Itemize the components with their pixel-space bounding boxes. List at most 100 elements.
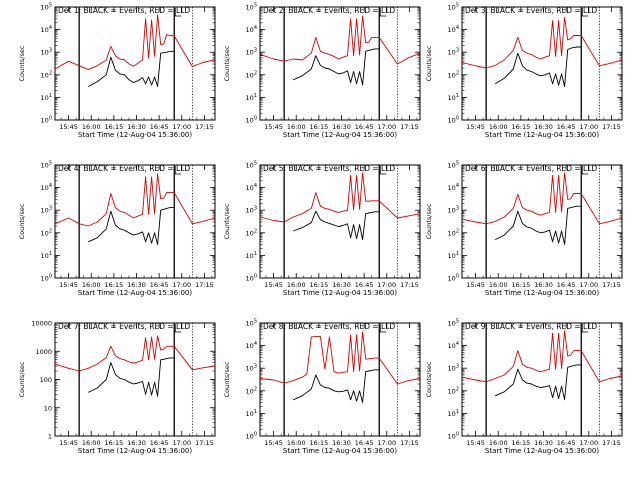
y-tick-label-3: 103 <box>448 48 459 57</box>
x-tick-label-0: 15:45 <box>264 281 283 289</box>
y-tick-label-5: 105 <box>41 3 52 12</box>
x-tick-label-1: 16:00 <box>82 123 101 131</box>
chart-panel-6: 100 101 102 103 104 105 15:45 16:00 16:15 16:30 16… <box>425 161 623 297</box>
lld-series-line-0 <box>461 330 623 383</box>
y-tick-label-3: 103 <box>448 206 459 215</box>
x-tick-label-1: 16:00 <box>287 281 306 289</box>
x-tick-label-6: 17:15 <box>400 439 419 447</box>
events-series-line-0 <box>293 210 380 241</box>
y-tick-label-4: 104 <box>41 183 52 192</box>
y-axis-label: Counts/sec <box>425 361 433 397</box>
x-tick-label-6: 17:15 <box>195 281 214 289</box>
plot-frame <box>259 322 421 437</box>
y-tick-label-4: 104 <box>41 25 52 34</box>
y-tick-label-4: 104 <box>448 25 459 34</box>
plot-frame <box>54 164 216 279</box>
x-tick-label-1: 16:00 <box>287 123 306 131</box>
events-series-line-0 <box>293 369 380 404</box>
plot-frame <box>461 322 623 437</box>
events-series-line-1 <box>88 357 175 397</box>
x-tick-label-0: 15:45 <box>264 123 283 131</box>
x-tick-label-6: 17:15 <box>602 439 621 447</box>
y-tick-label-3: 103 <box>246 48 257 57</box>
interval-bracket <box>581 324 589 333</box>
x-tick-label-3: 16:30 <box>127 439 146 447</box>
y-tick-label-2: 102 <box>246 386 257 395</box>
y-tick-label-2: 102 <box>448 386 459 395</box>
chart-title: Det 3: BLACK = Events, RED = LLD <box>465 6 597 15</box>
x-tick-label-5: 17:00 <box>172 123 191 131</box>
y-tick-label-0: 1 <box>48 433 52 441</box>
y-axis-label: Counts/sec <box>18 361 26 397</box>
x-tick-label-3: 16:30 <box>332 281 351 289</box>
x-tick-label-0: 15:45 <box>59 123 78 131</box>
interval-bracket <box>581 166 589 175</box>
y-tick-label-1: 101 <box>41 93 52 102</box>
x-tick-label-4: 16:45 <box>355 439 374 447</box>
chart-panel-3: 100 101 102 103 104 105 15:45 16:00 16:15 16:30 16… <box>425 3 623 139</box>
y-tick-label-1: 101 <box>246 251 257 260</box>
y-tick-label-1: 101 <box>448 409 459 418</box>
events-series-line-0 <box>293 48 380 86</box>
x-tick-label-5: 17:00 <box>579 439 598 447</box>
x-tick-label-2: 16:15 <box>512 281 531 289</box>
chart-title: Det 9: BLACK = Events, RED = LLD <box>465 322 597 331</box>
y-tick-label-2: 100 <box>40 376 52 384</box>
y-tick-label-0: 100 <box>246 116 257 125</box>
x-tick-label-3: 16:30 <box>534 439 553 447</box>
x-tick-label-1: 16:00 <box>82 439 101 447</box>
y-tick-label-5: 105 <box>448 161 459 170</box>
y-tick-label-3: 103 <box>41 48 52 57</box>
lld-series-line-0 <box>54 14 216 71</box>
x-tick-label-3: 16:30 <box>534 281 553 289</box>
x-tick-label-6: 17:15 <box>195 439 214 447</box>
x-tick-label-5: 17:00 <box>377 123 396 131</box>
x-axis-label: Start Time (12-Aug-04 15:36:00) <box>78 289 192 297</box>
x-tick-label-2: 16:15 <box>512 123 531 131</box>
x-tick-label-1: 16:00 <box>82 281 101 289</box>
chart-title: Det 1: BLACK = Events, RED = LLD <box>58 6 190 15</box>
x-tick-label-4: 16:45 <box>150 123 169 131</box>
y-axis-label: Counts/sec <box>223 203 231 239</box>
x-axis-label: Start Time (12-Aug-04 15:36:00) <box>485 447 599 455</box>
x-tick-label-2: 16:15 <box>105 123 124 131</box>
y-tick-label-4: 104 <box>448 341 459 350</box>
x-axis-label: Start Time (12-Aug-04 15:36:00) <box>485 131 599 139</box>
x-tick-label-4: 16:45 <box>557 439 576 447</box>
chart-panel-9: 100 101 102 103 104 105 15:45 16:00 16:15 16:30 16… <box>425 319 623 455</box>
y-tick-label-3: 103 <box>448 364 459 373</box>
y-tick-label-3: 1000 <box>35 348 52 356</box>
x-tick-label-1: 16:00 <box>489 439 508 447</box>
chart-panel-7: 1 10 100 1000 10000 15:45 16:00 16:15 16:30 16:45… <box>18 320 216 455</box>
plot-frame <box>461 164 623 279</box>
y-tick-label-1: 101 <box>41 251 52 260</box>
x-tick-label-4: 16:45 <box>355 281 374 289</box>
y-tick-label-2: 102 <box>41 228 52 237</box>
lld-series-line-0 <box>54 173 216 227</box>
chart-panel-1: 100 101 102 103 104 105 15:45 16:00 16:15 16:30 16… <box>18 3 216 139</box>
y-tick-label-5: 105 <box>448 319 459 328</box>
chart-title: Det 6: BLACK = Events, RED = LLD <box>465 164 597 173</box>
y-tick-label-0: 100 <box>41 116 52 125</box>
y-axis-label: Counts/sec <box>18 45 26 81</box>
y-tick-label-2: 102 <box>448 228 459 237</box>
events-series-line-0 <box>494 205 582 246</box>
x-tick-label-1: 16:00 <box>489 123 508 131</box>
y-axis-label: Counts/sec <box>425 203 433 239</box>
chart-panel-8: 100 101 102 103 104 105 15:45 16:00 16:15 16:30 16… <box>223 319 421 455</box>
events-series-line-0 <box>494 46 582 88</box>
x-tick-label-4: 16:45 <box>355 123 374 131</box>
lld-series-line-0 <box>259 15 421 65</box>
x-tick-label-0: 15:45 <box>264 439 283 447</box>
x-tick-label-6: 17:15 <box>602 123 621 131</box>
x-tick-label-1: 16:00 <box>287 439 306 447</box>
x-tick-label-2: 16:15 <box>310 123 329 131</box>
chart-title: Det 7: BLACK = Events, RED = LLD <box>58 322 190 331</box>
chart-panel-4: 100 101 102 103 104 105 15:45 16:00 16:15 16:30 16… <box>18 161 216 297</box>
lld-series-line-0 <box>461 172 623 225</box>
x-tick-label-3: 16:30 <box>332 123 351 131</box>
x-tick-label-5: 17:00 <box>377 281 396 289</box>
y-tick-label-0: 100 <box>448 432 459 441</box>
chart-title: Det 5: BLACK = Events, RED = LLD <box>263 164 395 173</box>
x-tick-label-0: 15:45 <box>59 439 78 447</box>
